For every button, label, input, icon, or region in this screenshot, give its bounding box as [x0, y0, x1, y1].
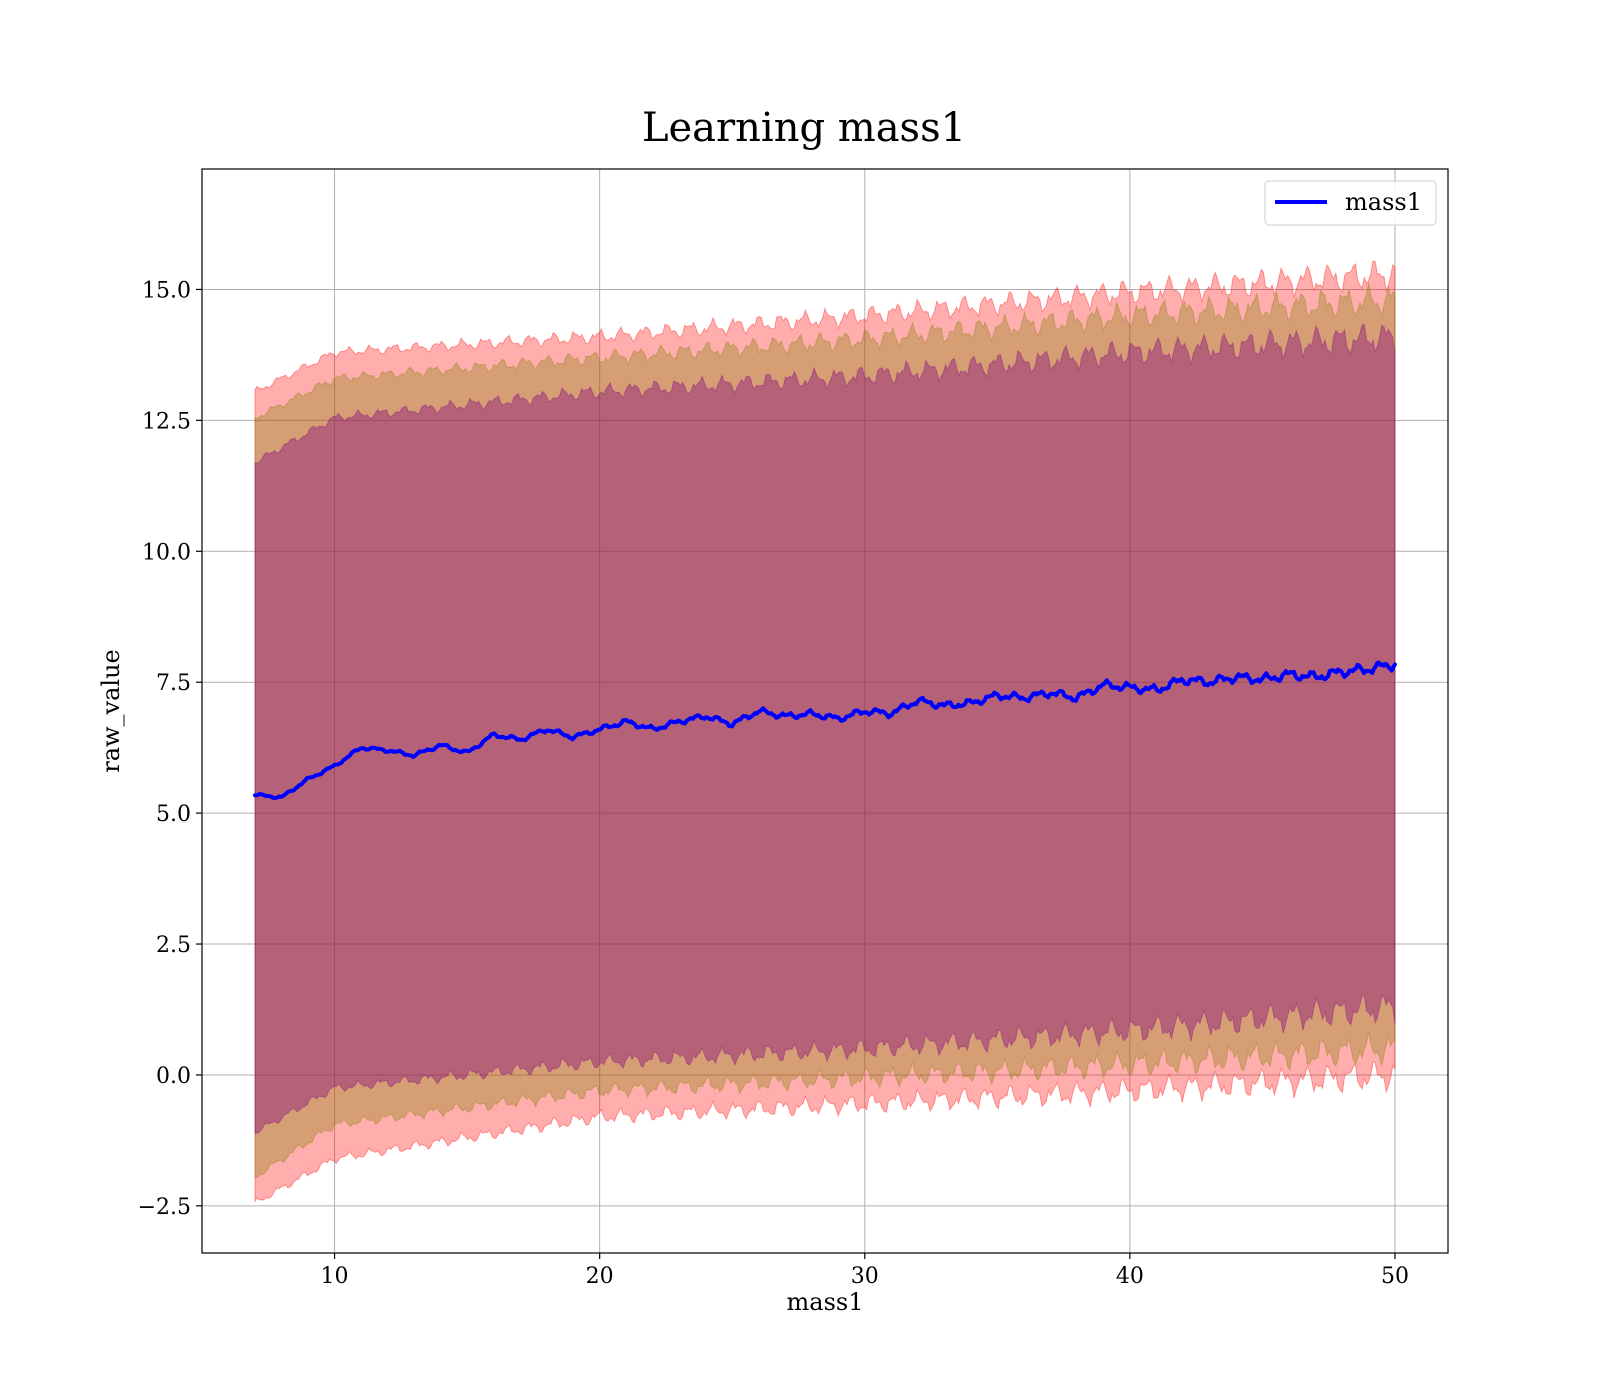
band-outer [254, 260, 1396, 1203]
x-tick-label: 10 [321, 1264, 349, 1289]
y-tick-label: 15.0 [142, 278, 191, 303]
y-tick-label: 7.5 [156, 671, 191, 696]
chart-title: Learning mass1 [642, 105, 966, 151]
line-series [253, 660, 1397, 800]
x-axis-title: mass1 [787, 1288, 864, 1316]
x-tick-label: 20 [586, 1264, 614, 1289]
series-line-mass1 [253, 660, 1397, 800]
band-middle [254, 283, 1396, 1178]
confidence-bands [254, 260, 1396, 1203]
x-tick-label: 50 [1381, 1264, 1409, 1289]
plot-frame [201, 168, 1449, 1254]
y-tick-label: 2.5 [156, 933, 191, 958]
legend-label: mass1 [1345, 188, 1422, 216]
y-tick-label: 5.0 [156, 802, 191, 827]
y-axis-ticks: −2.5 0.0 2.5 5.0 7.5 10.0 12.5 15.0 [138, 278, 202, 1220]
legend: mass1 [1264, 180, 1437, 226]
x-tick-label: 30 [851, 1264, 879, 1289]
y-tick-label: 12.5 [142, 409, 191, 434]
y-tick-label: 10.0 [142, 540, 191, 565]
legend-box [1264, 180, 1437, 226]
y-axis-title: raw_value [97, 649, 125, 773]
x-tick-label: 40 [1116, 1264, 1144, 1289]
y-tick-label: −2.5 [138, 1195, 191, 1220]
y-tick-label: 0.0 [156, 1064, 191, 1089]
band-inner [254, 323, 1396, 1134]
x-axis-ticks: 10 20 30 40 50 [321, 1253, 1409, 1289]
